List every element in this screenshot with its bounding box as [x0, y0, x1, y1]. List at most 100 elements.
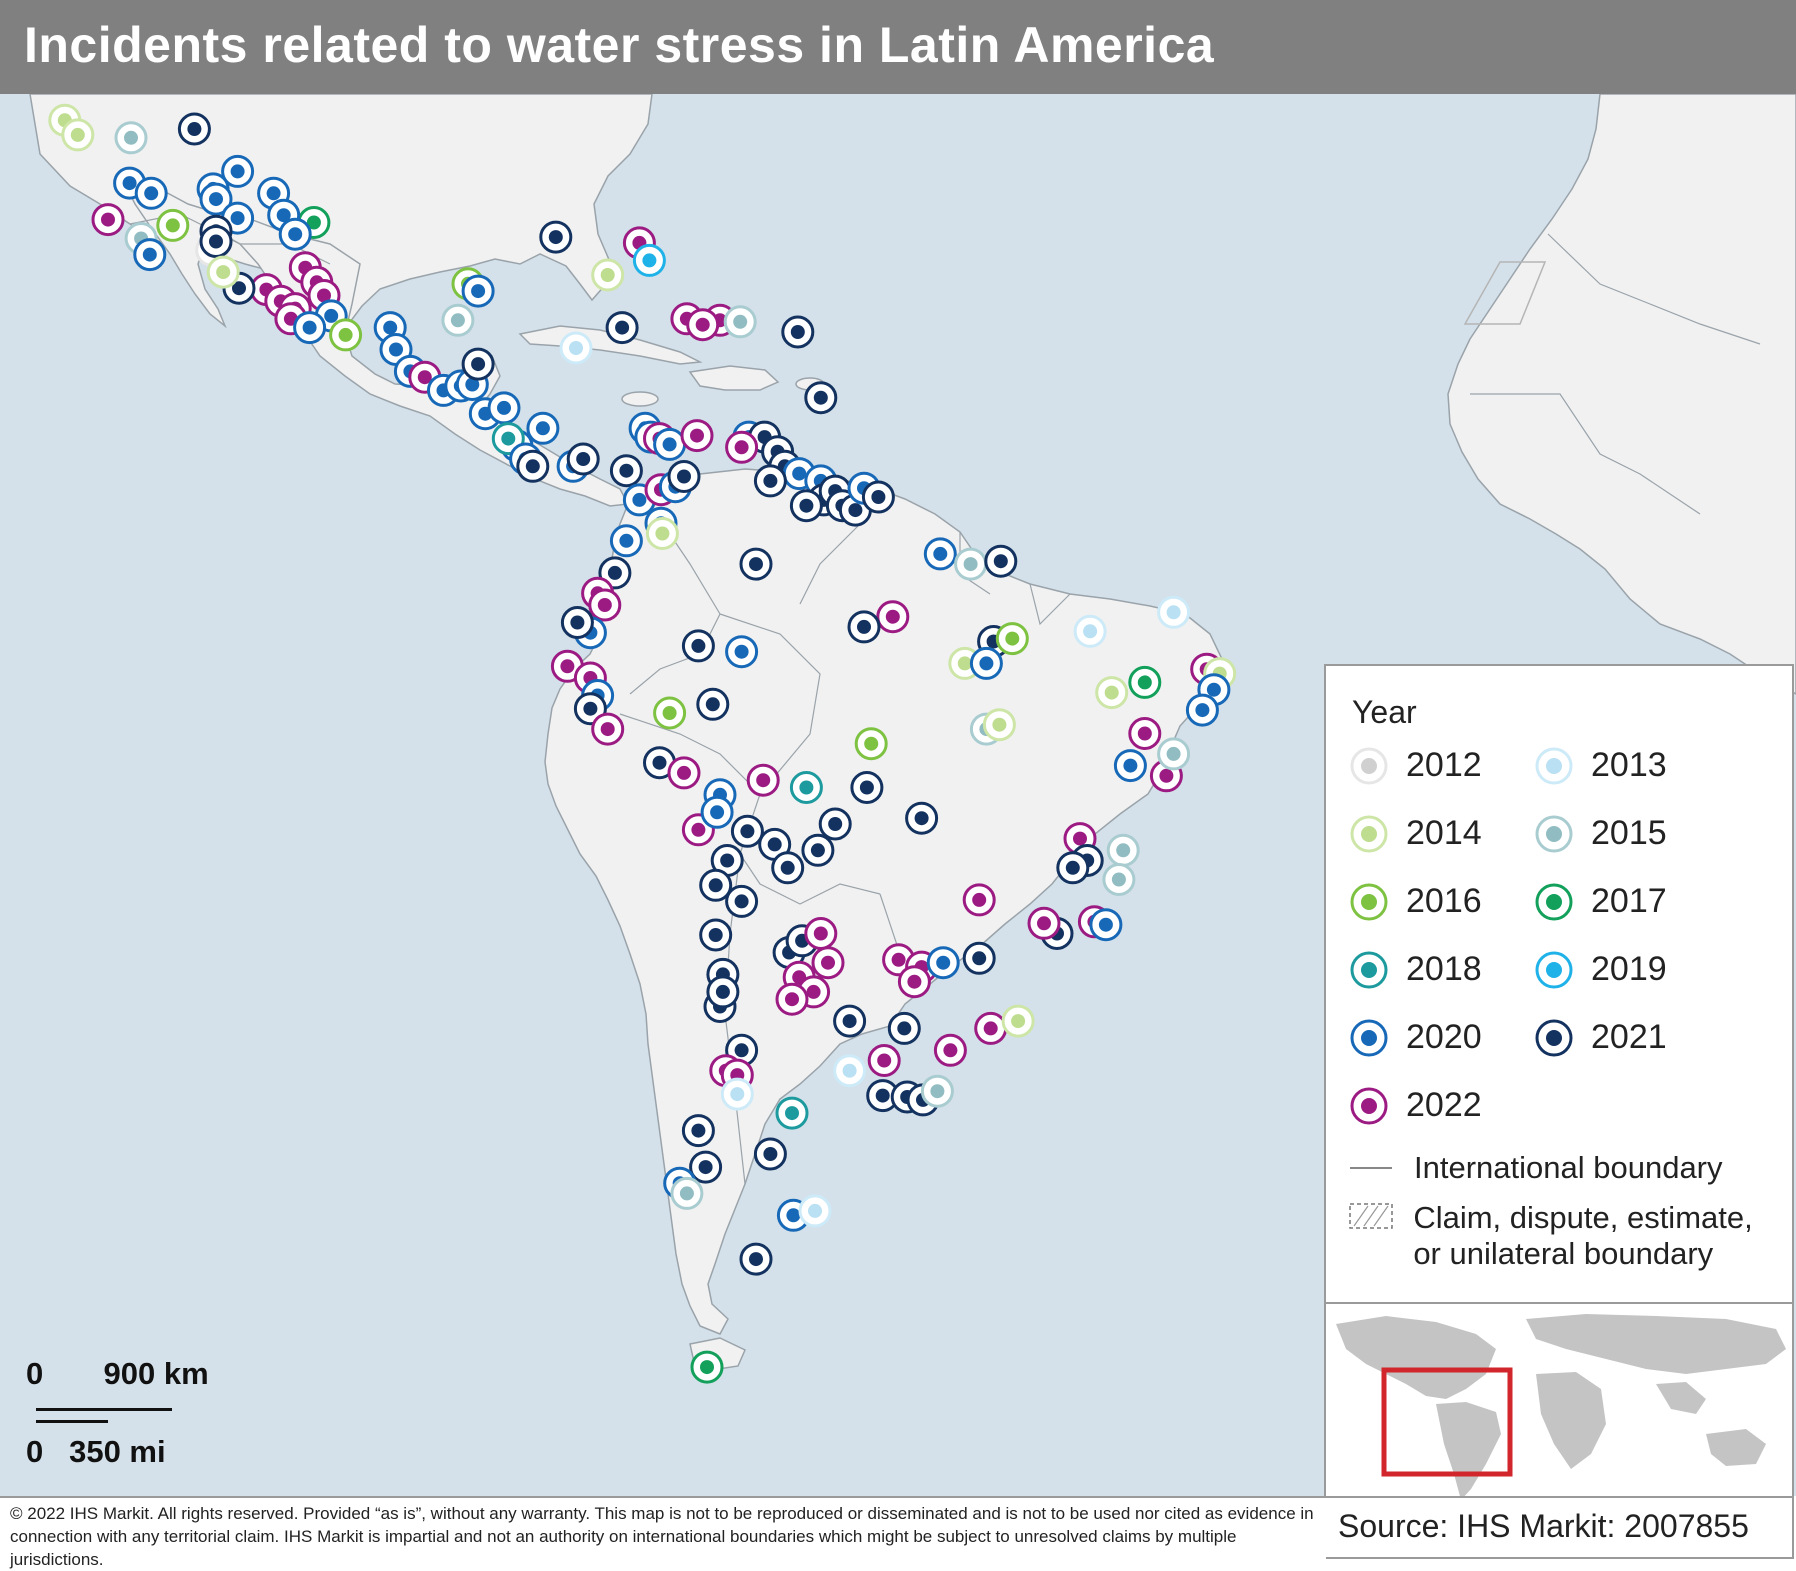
incident-marker-2021	[199, 225, 233, 258]
incident-marker-2013	[559, 331, 593, 365]
incident-marker-2014	[1001, 1004, 1035, 1038]
incident-marker-2022	[588, 588, 622, 622]
incident-marker-2020	[1113, 749, 1147, 783]
incident-marker-2021	[739, 1242, 773, 1276]
legend-international-boundary: International boundary	[1348, 1150, 1723, 1186]
legend-symbol-2021	[1535, 1019, 1573, 1056]
incident-marker-2020	[199, 182, 233, 216]
incident-marker-2020	[526, 411, 560, 445]
legend-item-2019: 2019	[1535, 950, 1667, 989]
legend-symbol-2018	[1350, 951, 1388, 988]
incident-marker-2020	[923, 537, 957, 571]
legend-symbol-2012	[1350, 747, 1388, 784]
incident-marker-2013	[833, 1054, 867, 1088]
incident-marker-2014	[61, 118, 95, 152]
incident-marker-2022	[667, 756, 701, 790]
incident-marker-2022	[725, 430, 759, 464]
incident-marker-2020	[1089, 908, 1123, 942]
incident-marker-2020	[609, 524, 643, 558]
incident-marker-2020	[134, 176, 168, 210]
incident-marker-2022	[811, 946, 845, 980]
international-boundary-label: International boundary	[1414, 1150, 1723, 1185]
land-south-america	[544, 468, 1223, 1335]
incident-marker-2013	[798, 1194, 832, 1228]
incident-marker-2022	[686, 308, 720, 342]
legend-symbol-2017	[1535, 883, 1573, 920]
title-bar: Incidents related to water stress in Lat…	[0, 0, 1796, 94]
incident-marker-2020	[461, 274, 495, 308]
incident-marker-2014	[645, 517, 679, 550]
incident-marker-2021	[681, 629, 715, 663]
incident-marker-2015	[114, 121, 148, 155]
legend-label-2020: 2020	[1406, 1018, 1482, 1056]
incident-marker-2021	[789, 489, 823, 523]
incident-marker-2015	[441, 303, 475, 337]
international-boundary-line-icon	[1350, 1167, 1392, 1169]
land-cuba	[518, 325, 703, 365]
incident-marker-2020	[969, 646, 1003, 680]
incident-marker-2020	[926, 946, 960, 980]
incident-marker-2021	[667, 460, 701, 493]
incident-marker-2022	[1128, 717, 1162, 750]
incident-marker-2021	[887, 1011, 921, 1045]
land-hispaniola	[688, 365, 780, 391]
legend-item-2014: 2014	[1350, 814, 1482, 853]
incident-marker-2016	[329, 318, 363, 352]
incident-marker-2021	[461, 347, 495, 381]
incident-marker-2014	[982, 708, 1016, 742]
legend-item-2015: 2015	[1535, 814, 1667, 853]
incident-marker-2021	[771, 851, 805, 885]
scale-km-label: 0 900 km	[26, 1356, 209, 1391]
incident-marker-2015	[723, 305, 757, 339]
legend-label-2018: 2018	[1406, 950, 1482, 988]
incident-marker-2020	[700, 795, 734, 829]
incident-marker-2022	[591, 712, 625, 746]
incident-marker-2014	[591, 258, 625, 292]
legend-item-2016: 2016	[1350, 882, 1482, 921]
incident-marker-2022	[804, 917, 838, 950]
incident-marker-2021	[706, 975, 740, 1009]
incident-marker-2022	[897, 965, 931, 999]
incident-marker-2021	[699, 868, 733, 902]
legend-label-2022: 2022	[1406, 1086, 1482, 1124]
legend-label-2015: 2015	[1591, 814, 1667, 852]
incident-marker-2021	[753, 464, 787, 498]
incident-marker-2021	[725, 884, 759, 918]
legend-label-2019: 2019	[1591, 950, 1667, 988]
incident-marker-2021	[605, 311, 639, 345]
legend-claim-boundary: Claim, dispute, estimate, or unilateral …	[1348, 1200, 1768, 1272]
incident-marker-2020	[725, 635, 759, 669]
incident-marker-2021	[689, 1150, 723, 1184]
incident-marker-2015	[1106, 833, 1140, 867]
legend-item-2018: 2018	[1350, 950, 1482, 989]
legend-item-2012: 2012	[1350, 746, 1482, 785]
incident-marker-2021	[560, 606, 594, 639]
incident-marker-2021	[866, 1079, 900, 1113]
legend-label-2014: 2014	[1406, 814, 1482, 852]
incident-marker-2018	[775, 1096, 809, 1130]
incident-marker-2017	[690, 1350, 724, 1384]
disputed-area-western-sahara	[1463, 261, 1547, 325]
incident-marker-2021	[850, 771, 884, 804]
legend-title: Year	[1352, 694, 1417, 730]
claim-boundary-hatch-icon	[1349, 1203, 1393, 1229]
incident-marker-2021	[609, 454, 643, 488]
claim-boundary-label: Claim, dispute, estimate, or unilateral …	[1413, 1200, 1753, 1271]
legend-item-2021: 2021	[1535, 1018, 1667, 1057]
incident-marker-2020	[133, 238, 167, 272]
incident-marker-2022	[746, 763, 780, 797]
incident-marker-2022	[680, 419, 714, 453]
incident-marker-2020	[293, 311, 327, 345]
locator-extent-box	[1381, 1367, 1513, 1477]
incident-marker-2022	[867, 1044, 901, 1077]
incident-marker-2021	[818, 807, 852, 841]
legend-label-2013: 2013	[1591, 746, 1667, 784]
legend-label-2017: 2017	[1591, 882, 1667, 920]
legend-symbol-2013	[1535, 747, 1573, 784]
incident-marker-2021	[804, 381, 838, 415]
incident-marker-2015	[670, 1176, 704, 1210]
legend-symbol-2020	[1350, 1019, 1388, 1056]
incident-markers	[48, 103, 1237, 1384]
land-jamaica	[621, 391, 659, 407]
